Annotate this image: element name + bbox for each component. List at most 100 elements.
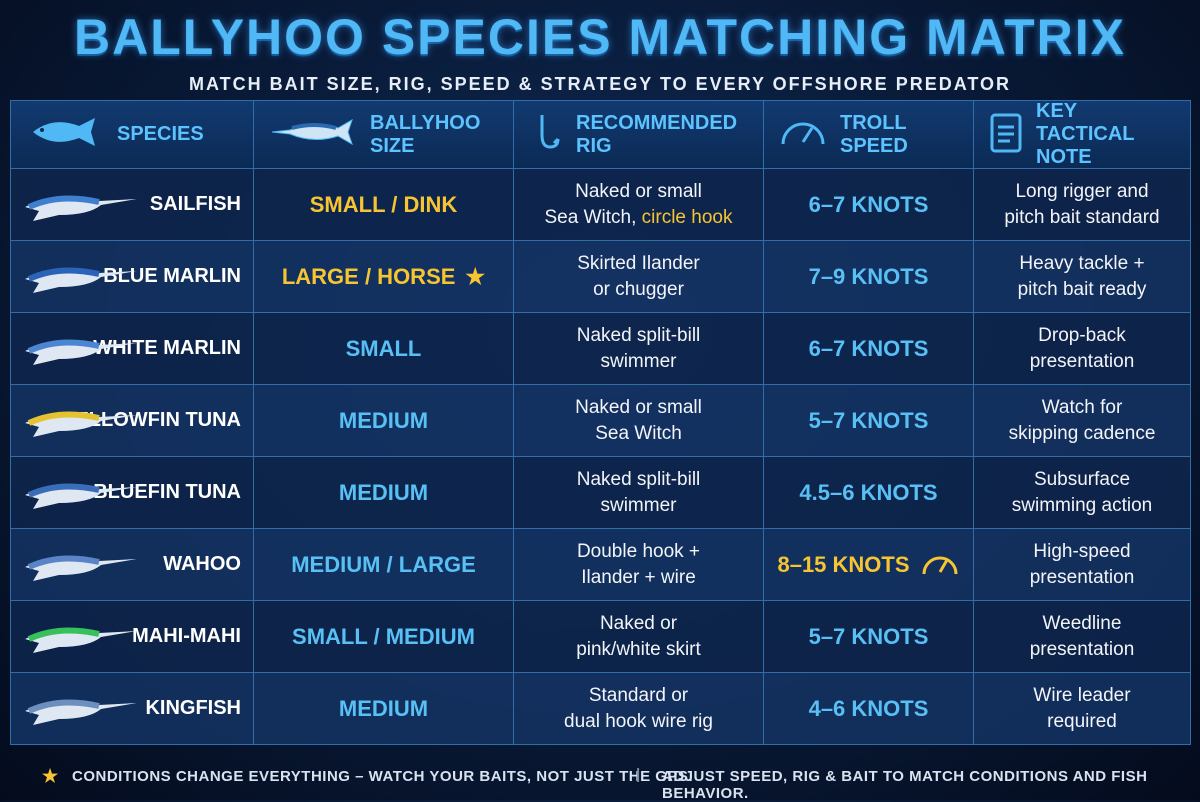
species-name: KINGFISH (145, 697, 241, 719)
size-cell: LARGE / HORSE ★ (253, 240, 514, 313)
speed-text: 6–7 KNOTS (808, 191, 929, 217)
rig-segment: Naked split-bill (576, 324, 701, 346)
note-line: presentation (1029, 566, 1135, 588)
note-line: required (1047, 710, 1117, 732)
species-cell: MAHI-MAHI (10, 600, 254, 673)
rig-text: Naked or small Sea Witch (575, 395, 702, 447)
rig-cell: Double hook + Ilander + wire (513, 528, 764, 601)
rig-line: or chugger (577, 277, 700, 303)
rig-cell: Naked split-bill swimmer (513, 456, 764, 529)
speed-cell: 6–7 KNOTS (763, 168, 974, 241)
rig-text: Double hook + Ilander + wire (577, 539, 700, 591)
rig-cell: Standard or dual hook wire rig (513, 672, 764, 745)
rig-line: Standard or (564, 683, 713, 709)
rig-line: Sea Witch (575, 421, 702, 447)
note-line: Subsurface (1033, 468, 1131, 490)
column-header: TROLL SPEED (763, 100, 974, 169)
note-text: Wire leader required (1033, 683, 1130, 735)
rig-segment: or chugger (593, 278, 684, 300)
column-icon (528, 109, 564, 161)
rig-text: Naked split-bill swimmer (577, 467, 701, 519)
note-line: Wire leader (1033, 684, 1131, 706)
rig-segment: Ilander + wire (581, 566, 696, 588)
column-label: KEY TACTICAL NOTE (1036, 100, 1135, 168)
title: BALLYHOO SPECIES MATCHING MATRIX (73, 9, 1126, 65)
size-cell: SMALL / MEDIUM (253, 600, 514, 673)
note-cell: Drop-back presentation (973, 312, 1191, 385)
rig-line: swimmer (577, 493, 701, 519)
rig-cell: Naked or small Sea Witch, circle hook (513, 168, 764, 241)
star-icon: ★ (465, 263, 486, 289)
note-line: presentation (1029, 350, 1135, 372)
note-text: Subsurface swimming action (1012, 467, 1152, 519)
size-text: SMALL / DINK (309, 191, 458, 217)
note-line: Watch for (1041, 396, 1123, 418)
star-icon: ★ (42, 766, 59, 786)
footer-left: CONDITIONS CHANGE EVERYTHING – WATCH YOU… (72, 768, 694, 785)
note-text: High-speed presentation (1030, 539, 1135, 591)
column-header: KEY TACTICAL NOTE (973, 100, 1191, 169)
species-name: WAHOO (163, 553, 241, 575)
column-header: RECOMMENDED RIG (513, 100, 764, 169)
rig-text: Naked or pink/white skirt (576, 611, 701, 663)
fish-icon (19, 185, 139, 231)
rig-text: Naked or small Sea Witch, circle hook (545, 179, 733, 231)
rig-line: Skirted Ilander (577, 251, 700, 277)
fish-icon (19, 689, 139, 735)
species-cell: BLUEFIN TUNA (10, 456, 254, 529)
fish-icon (19, 329, 139, 375)
size-text: SMALL (345, 335, 422, 361)
note-text: Watch for skipping cadence (1009, 395, 1156, 447)
speed-text: 8–15 KNOTS (777, 551, 910, 577)
rig-text: Standard or dual hook wire rig (564, 683, 713, 735)
speed-text: 5–7 KNOTS (808, 407, 929, 433)
speed-text: 5–7 KNOTS (808, 623, 929, 649)
note-text: Weedline presentation (1030, 611, 1135, 663)
rig-segment: swimmer (600, 350, 677, 372)
note-cell: Wire leader required (973, 672, 1191, 745)
size-text: LARGE / HORSE (281, 263, 456, 289)
column-header: SPECIES (10, 100, 254, 169)
rig-segment: dual hook wire rig (564, 710, 713, 732)
rig-cell: Skirted Ilander or chugger (513, 240, 764, 313)
rig-cell: Naked or pink/white skirt (513, 600, 764, 673)
note-cell: Heavy tackle + pitch bait ready (973, 240, 1191, 313)
rig-line: Double hook + (577, 539, 700, 565)
rig-cell: Naked split-bill swimmer (513, 312, 764, 385)
rig-segment: Naked or (599, 612, 678, 634)
species-cell: KINGFISH (10, 672, 254, 745)
species-cell: BLUE MARLIN (10, 240, 254, 313)
column-icon (778, 112, 828, 158)
size-cell: MEDIUM (253, 384, 514, 457)
size-cell: SMALL / DINK (253, 168, 514, 241)
rig-line: Naked or (576, 611, 701, 637)
fish-icon (19, 545, 139, 591)
column-label: RECOMMENDED RIG (576, 111, 738, 157)
column-header: BALLYHOO SIZE (253, 100, 514, 169)
rig-line: Naked split-bill (577, 323, 701, 349)
rig-segment: Double hook + (576, 540, 701, 562)
speed-cell: 6–7 KNOTS (763, 312, 974, 385)
note-cell: Weedline presentation (973, 600, 1191, 673)
note-cell: High-speed presentation (973, 528, 1191, 601)
column-label: BALLYHOO SIZE (370, 111, 481, 157)
species-name: MAHI-MAHI (132, 625, 241, 647)
rig-segment: circle hook (641, 206, 733, 228)
speed-text: 7–9 KNOTS (808, 263, 929, 289)
speed-text: 4–6 KNOTS (808, 695, 929, 721)
speed-cell: 5–7 KNOTS (763, 384, 974, 457)
column-icon (25, 112, 105, 158)
column-icon (988, 109, 1024, 161)
species-name: YELLOWFIN TUNA (62, 409, 241, 431)
species-cell: YELLOWFIN TUNA (10, 384, 254, 457)
species-cell: SAILFISH (10, 168, 254, 241)
rig-line: Naked or small (575, 395, 702, 421)
note-line: Heavy tackle + (1019, 252, 1145, 274)
species-name: BLUE MARLIN (103, 265, 241, 287)
rig-line: Sea Witch, circle hook (545, 205, 733, 231)
speed-cell: 4.5–6 KNOTS (763, 456, 974, 529)
rig-segment: pink/white skirt (576, 638, 701, 660)
rig-segment: swimmer (600, 494, 677, 516)
size-text: MEDIUM (338, 479, 429, 505)
